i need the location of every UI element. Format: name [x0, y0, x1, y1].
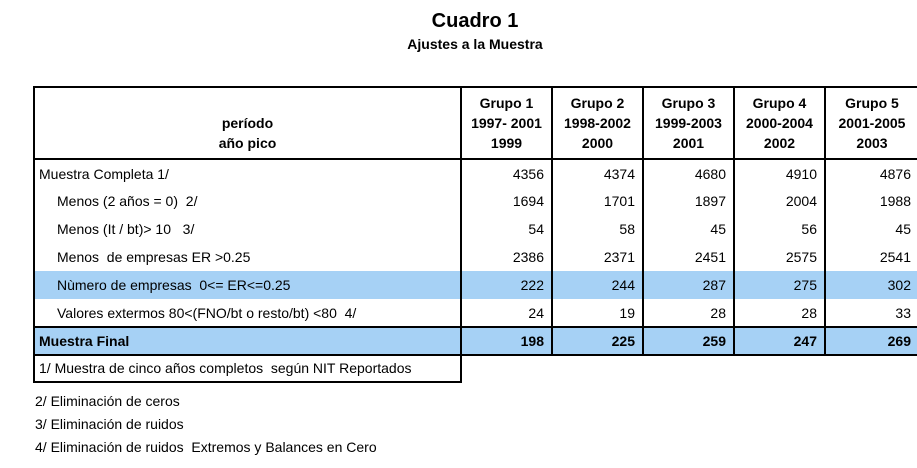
peak-year-label: año pico [218, 135, 277, 151]
value-cell: 28 [642, 299, 734, 327]
value-cell: 198 [460, 326, 552, 355]
footnote-4: 4/ Eliminación de ruidos Extremos y Bala… [35, 439, 377, 455]
table-body: Muestra Completa 1/ 4356 4374 4680 4910 … [34, 159, 917, 355]
value-cell: 244 [551, 271, 643, 299]
value-cell: 4356 [460, 159, 552, 187]
table-row-menos-2-anos: Menos (2 años = 0) 2/ 1694 1701 1897 200… [34, 187, 917, 215]
group-3-header-cell: Grupo 3 1999-2003 2001 [642, 87, 734, 160]
value-cell: 275 [733, 271, 825, 299]
value-cell: 4910 [733, 159, 825, 187]
group-peak-year: 2000 [581, 135, 614, 151]
group-period: 1997- 2001 [471, 115, 542, 131]
value-cell: 58 [551, 215, 643, 243]
table-row-numero-empresas: Nùmero de empresas 0<= ER<=0.25 222 244 … [34, 271, 917, 299]
value-cell: 287 [642, 271, 734, 299]
footnote-1: 1/ Muestra de cinco años completos según… [33, 356, 462, 383]
group-2-header-cell: Grupo 2 1998-2002 2000 [551, 87, 643, 160]
row-label: Valores extermos 80<(FNO/bt o resto/bt) … [57, 304, 357, 321]
header-spacer [35, 93, 460, 113]
value-cell: 2004 [733, 187, 825, 215]
value-cell: 54 [460, 215, 552, 243]
group-period: 1998-2002 [564, 115, 631, 131]
table-row-valores-extremos: Valores extermos 80<(FNO/bt o resto/bt) … [34, 299, 917, 327]
group-4-header-cell: Grupo 4 2000-2004 2002 [733, 87, 825, 160]
value-cell: 2451 [642, 243, 734, 271]
sample-adjustments-table: período año pico Grupo 1 1997- 2001 1999… [33, 86, 917, 356]
group-period: 2000-2004 [746, 115, 813, 131]
group-1-header-cell: Grupo 1 1997- 2001 1999 [460, 87, 552, 160]
value-cell: 56 [733, 215, 825, 243]
table-row-menos-er: Menos de empresas ER >0.25 2386 2371 245… [34, 243, 917, 271]
value-cell: 1988 [824, 187, 917, 215]
period-label: período [221, 115, 274, 131]
value-cell: 259 [642, 326, 734, 355]
period-header-cell: período año pico [34, 87, 461, 160]
value-cell: 2386 [460, 243, 552, 271]
value-cell: 1897 [642, 187, 734, 215]
value-cell: 2575 [733, 243, 825, 271]
table-row-muestra-completa: Muestra Completa 1/ 4356 4374 4680 4910 … [34, 159, 917, 187]
value-cell: 19 [551, 299, 643, 327]
group-name: Grupo 5 [845, 95, 899, 111]
group-period: 1999-2003 [655, 115, 722, 131]
value-cell: 225 [551, 326, 643, 355]
title-block: Cuadro 1 Ajustes a la Muestra [33, 0, 917, 53]
header-row: período año pico Grupo 1 1997- 2001 1999… [34, 87, 917, 160]
value-cell: 2371 [551, 243, 643, 271]
group-name: Grupo 2 [570, 95, 625, 111]
value-cell: 45 [824, 215, 917, 243]
value-cell: 247 [733, 326, 825, 355]
value-cell: 1694 [460, 187, 552, 215]
value-cell: 45 [642, 215, 734, 243]
row-label: Menos (2 años = 0) 2/ [57, 193, 198, 209]
group-name: Grupo 1 [479, 95, 534, 111]
value-cell: 2541 [824, 243, 917, 271]
value-cell: 28 [733, 299, 825, 327]
group-name: Grupo 4 [752, 95, 807, 111]
value-cell: 4876 [824, 159, 917, 187]
row-label: Menos (It / bt)> 10 3/ [57, 221, 195, 237]
table-row-muestra-final: Muestra Final 198 225 259 247 269 [34, 326, 917, 355]
table-subtitle: Ajustes a la Muestra [407, 36, 543, 52]
row-label: Muestra Final [34, 326, 461, 355]
group-peak-year: 2002 [763, 135, 796, 151]
value-cell: 33 [824, 299, 917, 327]
row-label: Nùmero de empresas 0<= ER<=0.25 [34, 271, 461, 299]
value-cell: 302 [824, 271, 917, 299]
group-peak-year: 2001 [672, 135, 705, 151]
table-header: período año pico Grupo 1 1997- 2001 1999… [34, 87, 917, 160]
footnote-2: 2/ Eliminación de ceros [35, 393, 180, 409]
value-cell: 269 [824, 326, 917, 355]
row-label: Muestra Completa 1/ [39, 165, 169, 182]
value-cell: 1701 [551, 187, 643, 215]
value-cell: 24 [460, 299, 552, 327]
footnote-3: 3/ Eliminación de ruidos [35, 416, 184, 432]
value-cell: 4680 [642, 159, 734, 187]
group-peak-year: 2003 [856, 135, 888, 151]
value-cell: 222 [460, 271, 552, 299]
value-cell: 4374 [551, 159, 643, 187]
group-peak-year: 1999 [490, 135, 523, 151]
group-name: Grupo 3 [661, 95, 716, 111]
table-title: Cuadro 1 [431, 10, 519, 32]
group-5-header-cell: Grupo 5 2001-2005 2003 [824, 87, 917, 160]
table-row-menos-it-bt: Menos (It / bt)> 10 3/ 54 58 45 56 45 [34, 215, 917, 243]
row-label: Menos de empresas ER >0.25 [57, 249, 251, 265]
group-period: 2001-2005 [838, 115, 906, 131]
